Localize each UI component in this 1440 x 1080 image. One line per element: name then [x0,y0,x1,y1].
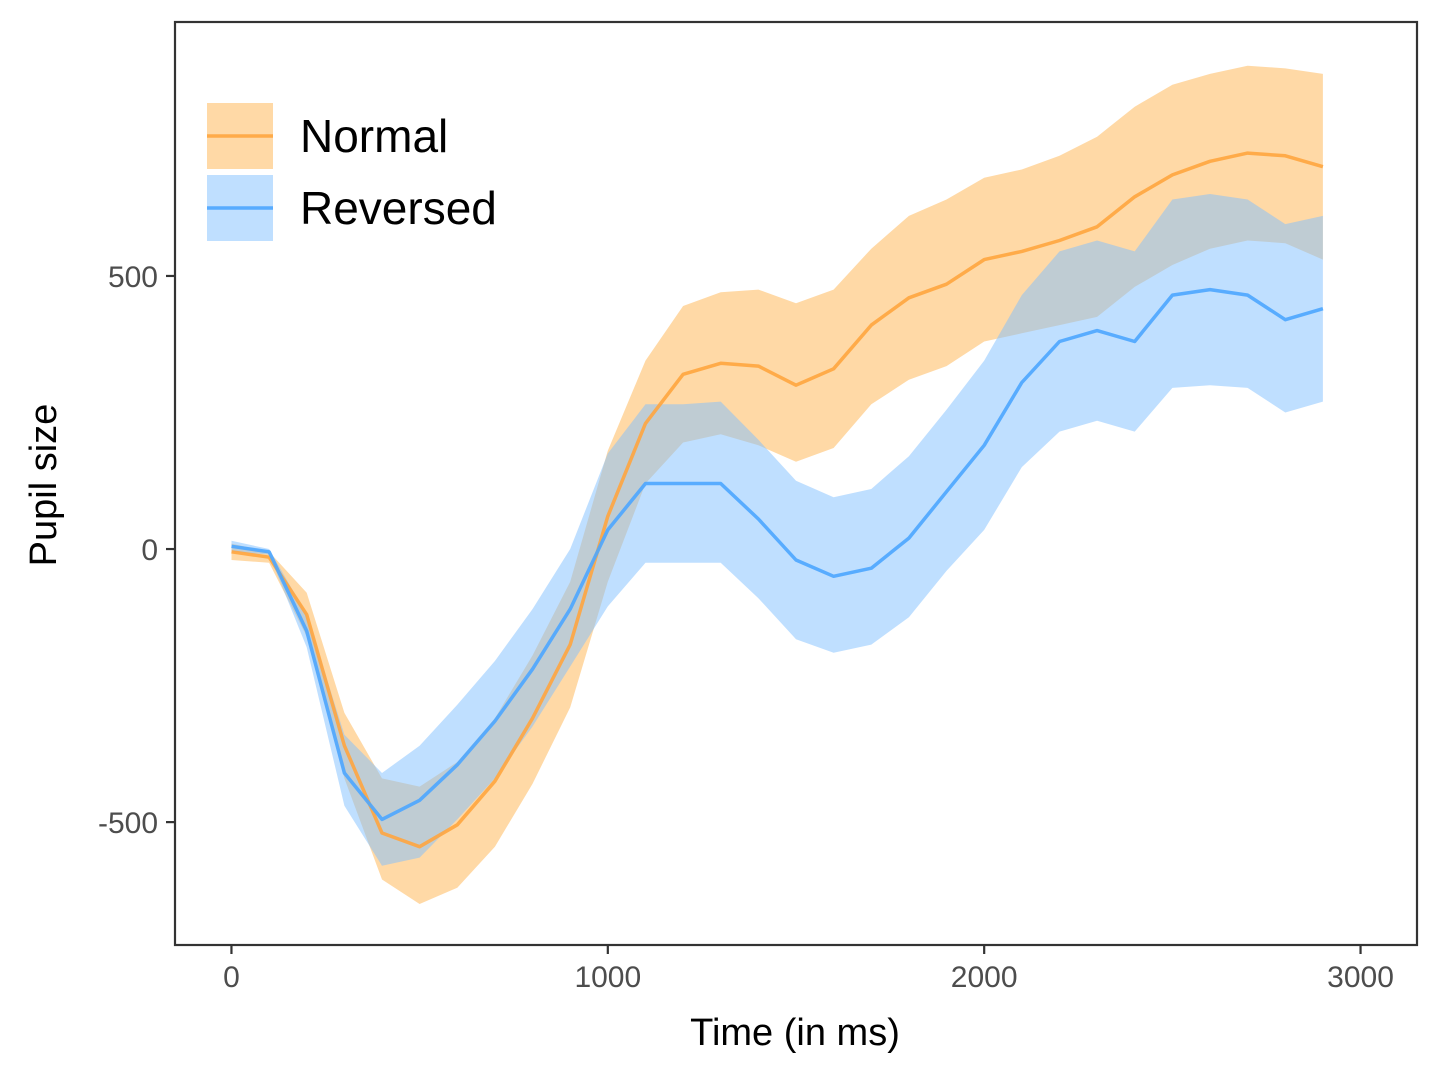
x-tick-label: 3000 [1327,961,1394,994]
legend-item-normal: Normal [207,103,448,169]
x-tick-label: 0 [223,961,240,994]
legend: Normal Reversed [207,103,497,241]
y-axis-title: Pupil size [23,404,65,567]
y-tick-label: 0 [141,534,158,567]
y-axis: -500 0 500 [98,261,175,840]
reversed-confidence-band [231,194,1323,866]
reversed-line [231,287,1324,822]
x-axis-title: Time (in ms) [690,1012,900,1054]
legend-label: Normal [300,110,448,162]
y-tick-label: -500 [98,807,158,840]
x-axis: 0 1000 2000 3000 [223,945,1394,994]
legend-label: Reversed [300,182,497,234]
x-tick-label: 1000 [574,961,641,994]
plot-panel-border [173,20,1419,947]
legend-item-reversed: Reversed [207,175,497,241]
mean-lines [231,151,1324,849]
confidence-bands [231,65,1323,904]
y-tick-label: 500 [108,261,158,294]
normal-line [231,151,1324,849]
x-tick-label: 2000 [951,961,1018,994]
